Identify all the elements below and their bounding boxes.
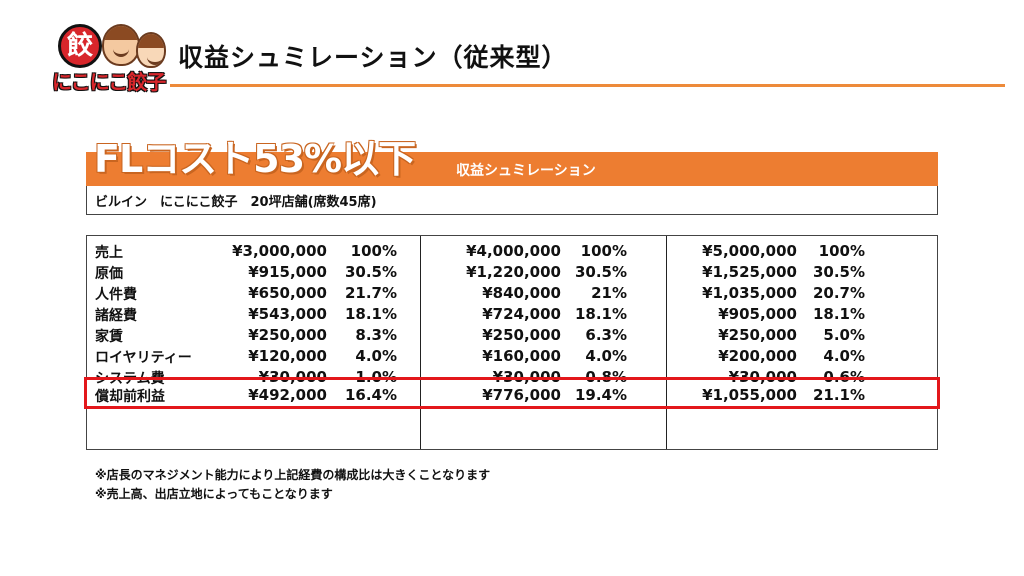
amount-case2: ¥776,000 (482, 386, 561, 404)
table-row-royalty: ロイヤリティー ¥120,000 4.0% ¥160,000 4.0% ¥200… (87, 347, 937, 367)
amount-case3: ¥250,000 (718, 326, 797, 344)
percent-case2: 19.4% (574, 386, 627, 404)
amount-case1: ¥650,000 (248, 284, 327, 302)
percent-case2: 21% (591, 284, 627, 302)
table-row-labor: 人件費 ¥650,000 21.7% ¥840,000 21% ¥1,035,0… (87, 284, 937, 304)
amount-case3: ¥905,000 (718, 305, 797, 323)
amount-case1: ¥250,000 (248, 326, 327, 344)
amount-case2: ¥840,000 (482, 284, 561, 302)
footnotes: ※店長のマネジメント能力により上記経費の構成比は大きくことなります ※売上高、出… (95, 466, 490, 504)
percent-case3: 5.0% (823, 326, 865, 344)
row-label: ロイヤリティー (95, 350, 192, 366)
percent-case3: 30.5% (812, 263, 865, 281)
percent-case3: 4.0% (823, 347, 865, 365)
row-label: 売上 (95, 245, 123, 261)
footnote-2: ※売上高、出店立地によってもことなります (95, 487, 333, 501)
percent-case2: 4.0% (585, 347, 627, 365)
amount-case1: ¥492,000 (248, 386, 327, 404)
row-label: 家賃 (95, 329, 123, 345)
table-row-profit: 償却前利益 ¥492,000 16.4% ¥776,000 19.4% ¥1,0… (87, 386, 937, 406)
orange-banner (86, 152, 938, 186)
column-divider (666, 236, 667, 449)
store-info-label: ビルイン にこにこ餃子 20坪店舗(席数45席) (95, 195, 377, 210)
footnote-1: ※店長のマネジメント能力により上記経費の構成比は大きくことなります (95, 468, 491, 482)
table-row-cost: 原価 ¥915,000 30.5% ¥1,220,000 30.5% ¥1,52… (87, 263, 937, 283)
amount-case1: ¥915,000 (248, 263, 327, 281)
title-underline (170, 84, 1005, 87)
store-info-box: ビルイン にこにこ餃子 20坪店舗(席数45席) (86, 186, 938, 215)
amount-case1: ¥120,000 (248, 347, 327, 365)
amount-case2: ¥250,000 (482, 326, 561, 344)
row-label: 償却前利益 (95, 389, 165, 405)
column-divider (420, 236, 421, 449)
amount-case3: ¥1,055,000 (702, 386, 797, 404)
percent-case3: 18.1% (812, 305, 865, 323)
amount-case1: ¥3,000,000 (232, 242, 327, 260)
amount-case3: ¥1,525,000 (702, 263, 797, 281)
logo-text: にこにこ餃子 (52, 70, 166, 94)
percent-case3: 21.1% (812, 386, 865, 404)
amount-case3: ¥1,035,000 (702, 284, 797, 302)
table-row-sales: 売上 ¥3,000,000 100% ¥4,000,000 100% ¥5,00… (87, 242, 937, 262)
percent-case1: 4.0% (355, 347, 397, 365)
profit-highlight-box (84, 377, 940, 409)
banner-subtitle: 収益シュミレーション (456, 163, 596, 179)
simulation-table: 売上 ¥3,000,000 100% ¥4,000,000 100% ¥5,00… (86, 235, 938, 450)
amount-case2: ¥160,000 (482, 347, 561, 365)
percent-case1: 16.4% (344, 386, 397, 404)
row-label: 諸経費 (95, 308, 137, 324)
amount-case2: ¥724,000 (482, 305, 561, 323)
amount-case3: ¥5,000,000 (702, 242, 797, 260)
percent-case1: 21.7% (344, 284, 397, 302)
table-row-misc: 諸経費 ¥543,000 18.1% ¥724,000 18.1% ¥905,0… (87, 305, 937, 325)
page-title: 収益シュミレーション（従来型） (178, 43, 568, 72)
brand-logo: 餃 にこにこ餃子 (52, 20, 170, 94)
gyoza-seal-icon: 餃 (58, 24, 102, 68)
amount-case2: ¥1,220,000 (466, 263, 561, 281)
percent-case2: 6.3% (585, 326, 627, 344)
table-row-rent: 家賃 ¥250,000 8.3% ¥250,000 6.3% ¥250,000 … (87, 326, 937, 346)
fl-cost-heading: FLコスト53%以下 (94, 137, 416, 181)
mascot-face-icon-2 (136, 32, 166, 68)
percent-case1: 18.1% (344, 305, 397, 323)
amount-case2: ¥4,000,000 (466, 242, 561, 260)
percent-case2: 18.1% (574, 305, 627, 323)
amount-case1: ¥543,000 (248, 305, 327, 323)
percent-case3: 100% (818, 242, 865, 260)
percent-case2: 30.5% (574, 263, 627, 281)
percent-case1: 100% (350, 242, 397, 260)
percent-case2: 100% (580, 242, 627, 260)
row-label: 人件費 (95, 287, 137, 303)
mascot-face-icon (102, 24, 140, 66)
percent-case3: 20.7% (812, 284, 865, 302)
amount-case3: ¥200,000 (718, 347, 797, 365)
percent-case1: 30.5% (344, 263, 397, 281)
percent-case1: 8.3% (355, 326, 397, 344)
row-label: 原価 (95, 266, 123, 282)
